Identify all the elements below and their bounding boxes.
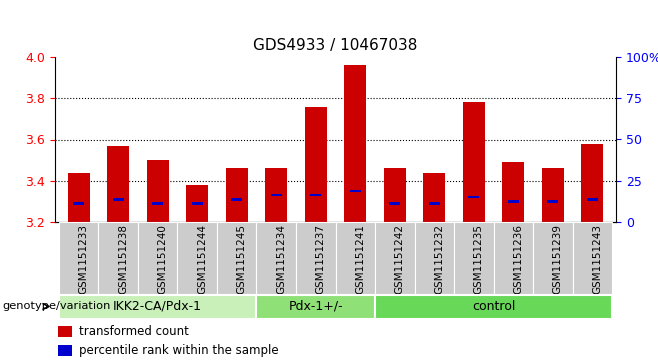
Bar — [257, 222, 296, 294]
Bar — [152, 202, 163, 205]
Bar — [310, 194, 321, 196]
Bar — [270, 194, 282, 196]
Bar — [59, 222, 99, 294]
Text: GSM1151237: GSM1151237 — [316, 224, 326, 294]
Bar — [582, 144, 603, 222]
Text: control: control — [472, 300, 515, 313]
Bar — [107, 146, 129, 222]
Bar — [547, 200, 559, 203]
Bar — [336, 222, 375, 294]
Text: GSM1151240: GSM1151240 — [158, 224, 168, 294]
Bar — [296, 222, 336, 294]
Bar — [428, 202, 440, 205]
Text: IKK2-CA/Pdx-1: IKK2-CA/Pdx-1 — [113, 300, 202, 313]
Bar — [375, 222, 415, 294]
Bar — [507, 200, 519, 203]
Bar — [226, 168, 247, 222]
Bar — [375, 295, 612, 319]
Text: GSM1151239: GSM1151239 — [553, 224, 563, 294]
Bar — [147, 160, 168, 222]
Bar — [113, 198, 124, 200]
Bar — [463, 102, 485, 222]
Bar — [59, 326, 72, 337]
Bar — [59, 295, 257, 319]
Bar — [494, 222, 533, 294]
Bar — [99, 222, 138, 294]
Bar — [68, 172, 89, 222]
Bar — [217, 222, 257, 294]
Bar — [389, 202, 401, 205]
Bar — [265, 168, 287, 222]
Bar — [454, 222, 494, 294]
Bar — [59, 345, 72, 356]
Bar — [468, 196, 480, 199]
Bar — [533, 222, 572, 294]
Text: GSM1151244: GSM1151244 — [197, 224, 207, 294]
Text: percentile rank within the sample: percentile rank within the sample — [78, 344, 278, 357]
Bar — [384, 168, 405, 222]
Title: GDS4933 / 10467038: GDS4933 / 10467038 — [253, 38, 418, 53]
Bar — [423, 172, 445, 222]
Bar — [344, 65, 366, 222]
Text: GSM1151234: GSM1151234 — [276, 224, 286, 294]
Bar — [73, 202, 84, 205]
Bar — [191, 202, 203, 205]
Bar — [542, 168, 564, 222]
Text: GSM1151233: GSM1151233 — [79, 224, 89, 294]
Bar — [587, 198, 598, 200]
Text: GSM1151241: GSM1151241 — [355, 224, 365, 294]
Bar — [305, 106, 326, 222]
Text: genotype/variation: genotype/variation — [2, 302, 111, 311]
Text: Pdx-1+/-: Pdx-1+/- — [288, 300, 343, 313]
Text: GSM1151242: GSM1151242 — [395, 224, 405, 294]
Text: GSM1151236: GSM1151236 — [513, 224, 523, 294]
Text: GSM1151238: GSM1151238 — [118, 224, 128, 294]
Bar — [572, 222, 612, 294]
Bar — [186, 185, 208, 222]
Text: GSM1151245: GSM1151245 — [237, 224, 247, 294]
Text: GSM1151235: GSM1151235 — [474, 224, 484, 294]
Bar — [138, 222, 178, 294]
Bar — [231, 198, 242, 200]
Bar — [178, 222, 217, 294]
Bar — [503, 162, 524, 222]
Bar — [349, 190, 361, 192]
Text: GSM1151243: GSM1151243 — [592, 224, 602, 294]
Text: GSM1151232: GSM1151232 — [434, 224, 444, 294]
Bar — [257, 295, 375, 319]
Text: transformed count: transformed count — [78, 325, 188, 338]
Bar — [415, 222, 454, 294]
